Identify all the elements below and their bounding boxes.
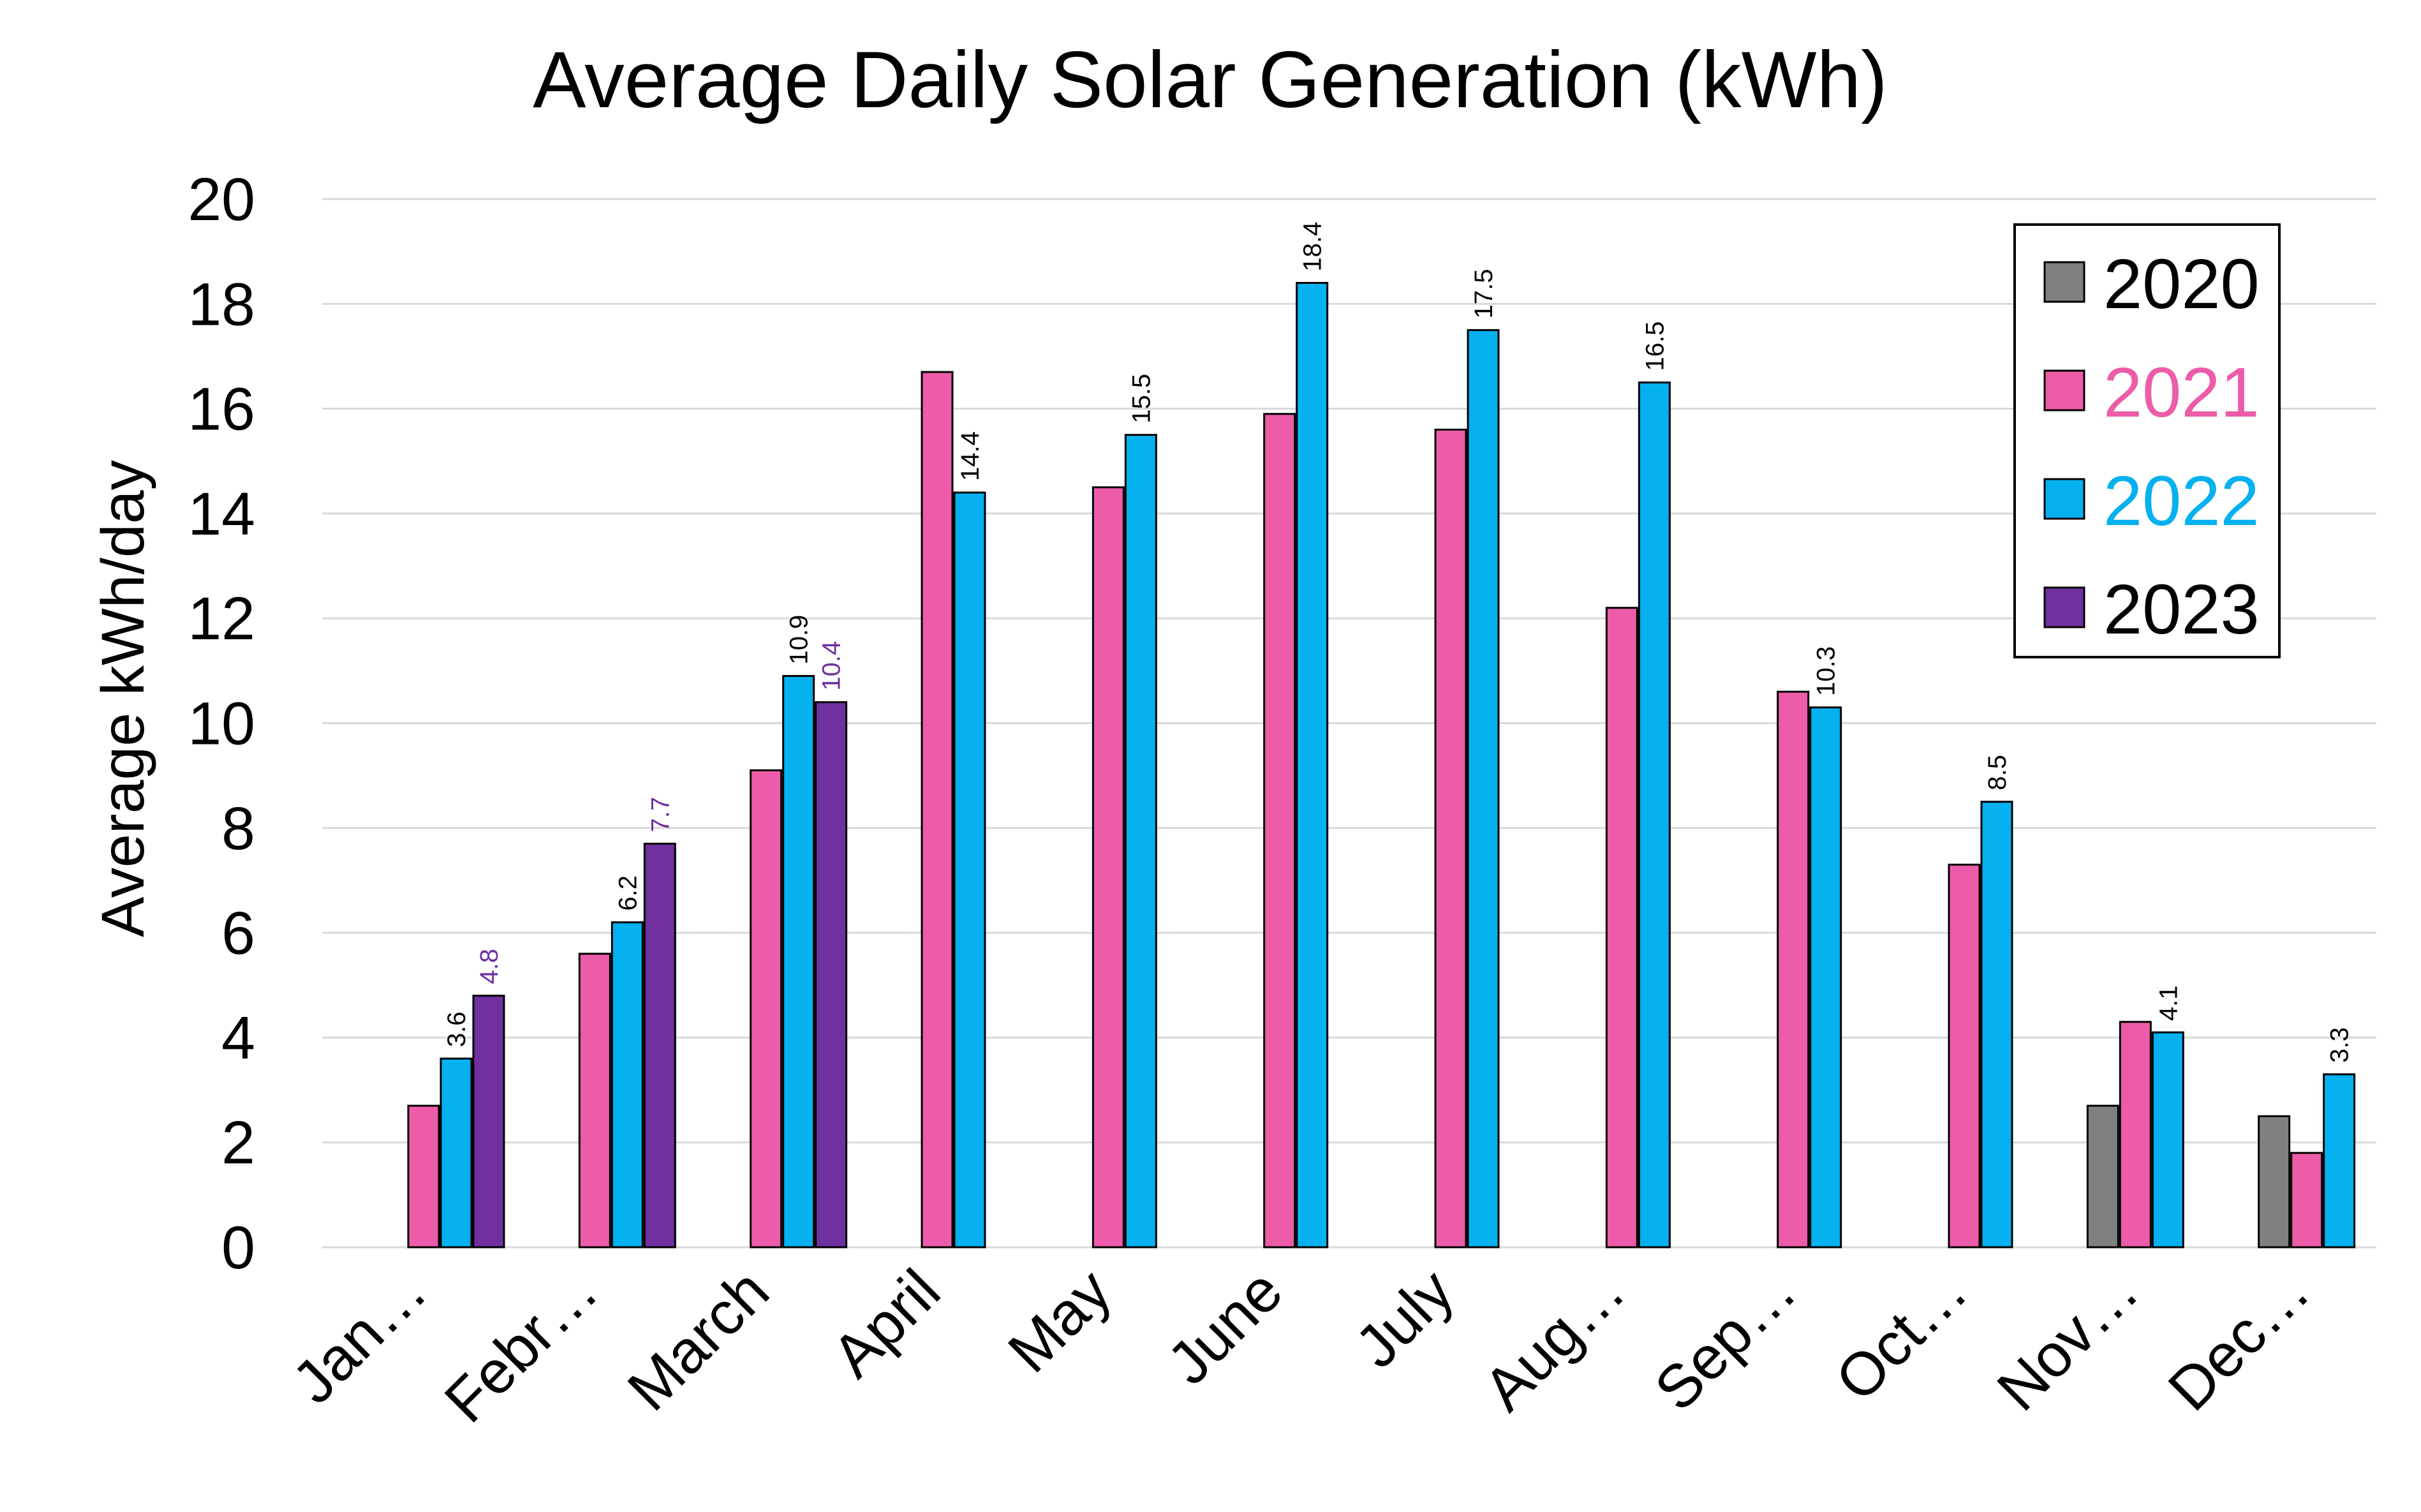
- bar-2021-1: [578, 952, 611, 1249]
- bar-2023-0: [472, 995, 505, 1249]
- y-tick-label: 2: [221, 1109, 255, 1177]
- y-tick-label: 6: [221, 900, 255, 967]
- bar-2022-2: [782, 675, 815, 1249]
- x-tick-label: March: [615, 1257, 782, 1424]
- bar-2022-8: [1809, 706, 1842, 1249]
- bar-2022-3: [953, 491, 986, 1249]
- x-tick-label: Jan…: [280, 1257, 440, 1416]
- x-tick-label: Febr…: [432, 1257, 611, 1435]
- x-tick-label: July: [1343, 1257, 1467, 1381]
- legend-swatch-2023: [2043, 586, 2085, 628]
- y-tick-label: 16: [188, 376, 255, 443]
- y-axis-label: Average kWh/day: [89, 459, 157, 937]
- data-label: 3.3: [2326, 1027, 2354, 1063]
- x-tick-label: Dec…: [2156, 1257, 2323, 1424]
- data-label: 14.4: [956, 431, 984, 481]
- x-tick-label: Nov…: [1985, 1257, 2152, 1424]
- bar-2023-1: [643, 842, 676, 1249]
- legend: 2020 2021 2022 2023: [2013, 223, 2281, 658]
- y-tick-label: 18: [188, 271, 255, 338]
- legend-swatch-2022: [2043, 478, 2085, 520]
- data-label: 4.1: [2154, 986, 2182, 1021]
- x-tick-label: June: [1155, 1257, 1296, 1398]
- y-tick-label: 12: [188, 585, 255, 653]
- data-label: 10.4: [818, 641, 846, 691]
- legend-label-2023: 2023: [2103, 570, 2260, 649]
- bar-2022-1: [611, 921, 644, 1249]
- bar-2021-11: [2290, 1152, 2323, 1249]
- legend-label-2022: 2022: [2103, 462, 2260, 540]
- x-axis-ticks: Jan…Febr… March April May June July Aug… Sep… Oc…: [280, 1257, 2323, 1436]
- y-tick-label: 8: [221, 795, 255, 863]
- y-tick-label: 4: [221, 1004, 255, 1072]
- bar-2022-10: [2151, 1031, 2184, 1249]
- data-label: 4.8: [475, 949, 503, 984]
- legend-swatch-2020: [2043, 261, 2085, 303]
- bar-2022-4: [1124, 434, 1157, 1249]
- legend-label-2020: 2020: [2103, 245, 2260, 323]
- data-label: 18.4: [1299, 222, 1327, 272]
- bar-2021-7: [1605, 607, 1638, 1249]
- bar-2020-10: [2086, 1104, 2119, 1249]
- bar-2022-5: [1296, 281, 1329, 1249]
- chart-title: Average Daily Solar Generation (kWh): [533, 36, 1888, 124]
- bars: [407, 281, 2356, 1249]
- bar-2022-11: [2323, 1073, 2356, 1249]
- bar-2022-9: [1980, 801, 2013, 1249]
- bar-2021-3: [921, 371, 954, 1249]
- bar-2022-7: [1638, 382, 1671, 1249]
- y-tick-label: 0: [221, 1214, 255, 1282]
- bar-2023-2: [815, 701, 848, 1249]
- x-tick-label: May: [995, 1257, 1124, 1386]
- bar-2020-11: [2258, 1115, 2291, 1249]
- bar-2022-0: [440, 1057, 473, 1249]
- bar-2022-6: [1467, 329, 1500, 1249]
- bar-2021-8: [1777, 690, 1810, 1249]
- bar-2021-10: [2119, 1021, 2152, 1249]
- x-tick-label: Aug…: [1471, 1257, 1638, 1424]
- bar-2021-5: [1263, 413, 1296, 1249]
- data-labels: 3.6 6.2 10.9 14.4 15.5 18.4 17.5 16.5 10.3 8.5 4.1…: [443, 222, 2354, 1063]
- legend-label-2021: 2021: [2103, 353, 2260, 432]
- y-tick-label: 20: [188, 166, 255, 233]
- bar-2021-4: [1092, 486, 1125, 1249]
- data-label: 10.9: [785, 615, 813, 665]
- data-label: 3.6: [443, 1012, 471, 1048]
- data-label: 17.5: [1470, 269, 1498, 319]
- data-label: 10.3: [1812, 646, 1840, 696]
- x-tick-label: Sep…: [1642, 1257, 1809, 1424]
- y-axis-ticks: 0 2 4 6 8 10 12 14 16 18 20: [188, 166, 255, 1282]
- data-label: 6.2: [614, 875, 642, 911]
- data-label: 16.5: [1641, 322, 1669, 371]
- bar-2021-9: [1948, 863, 1981, 1249]
- y-tick-label: 10: [188, 690, 255, 758]
- data-label: 15.5: [1127, 374, 1155, 424]
- bar-2021-0: [407, 1104, 440, 1249]
- x-tick-label: Oct…: [1823, 1257, 1980, 1414]
- x-tick-label: April: [820, 1257, 953, 1390]
- legend-swatch-2021: [2043, 369, 2085, 411]
- bar-2021-2: [750, 769, 783, 1249]
- y-tick-label: 14: [188, 480, 255, 548]
- bar-2021-6: [1434, 428, 1467, 1249]
- data-label: 7.7: [646, 797, 674, 833]
- data-label: 8.5: [1983, 755, 2011, 790]
